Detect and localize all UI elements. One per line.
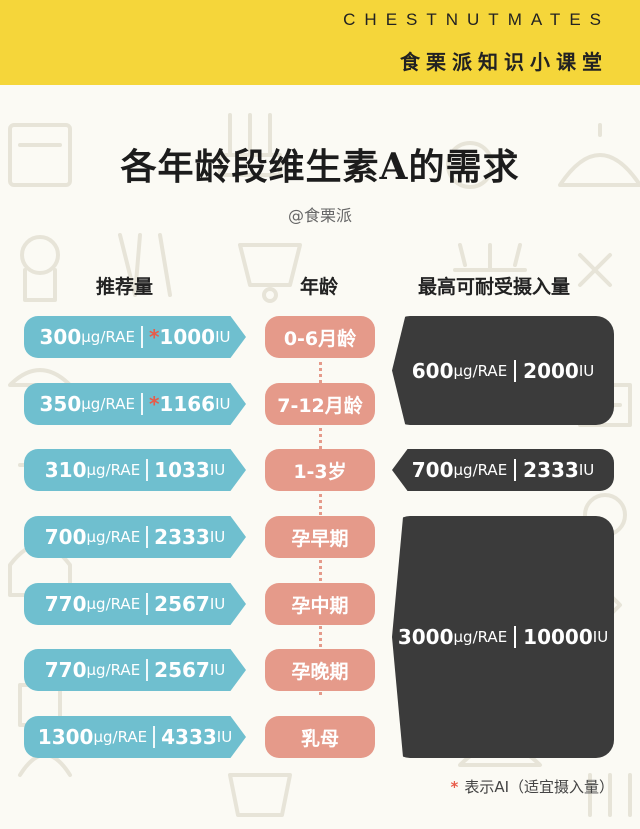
value-divider (146, 593, 149, 615)
ug-unit: μg/RAE (453, 361, 508, 380)
recommended-pill: 310 μg/RAE 1033 IU (24, 449, 246, 491)
recommended-ug-value: 310 (44, 458, 87, 482)
recommended-ug-value: 300 (39, 325, 82, 349)
iu-unit: IU (216, 728, 233, 746)
recommended-iu-value: 1033 (154, 458, 210, 482)
value-divider (153, 726, 156, 748)
value-divider (514, 459, 517, 481)
footnote-star: * (450, 778, 459, 796)
limit-ug-value: 700 (411, 458, 454, 482)
footnote: * 表示AI（适宜摄入量） (450, 776, 614, 797)
recommended-pill: 350 μg/RAE * 1166 IU (24, 383, 246, 425)
iu-unit: IU (209, 461, 226, 479)
header-banner: CHESTNUTMATES 食栗派知识小课堂 (0, 0, 640, 85)
recommended-iu-value: 1000 (159, 325, 216, 349)
recommended-iu-value: 2333 (154, 525, 210, 549)
upper-limit-box: 700 μg/RAE 2333 IU (392, 449, 614, 491)
recommended-ug-value: 700 (44, 525, 87, 549)
age-pill: 7-12月龄 (265, 383, 375, 425)
column-header-upper-limit: 最高可耐受摄入量 (418, 276, 571, 298)
ug-unit: μg/RAE (81, 328, 135, 346)
ug-unit: μg/RAE (86, 595, 141, 613)
limit-iu-value: 10000 (523, 625, 593, 649)
iu-unit: IU (578, 361, 595, 380)
iu-unit: IU (209, 595, 226, 613)
age-pill: 乳母 (265, 716, 375, 758)
value-divider (140, 393, 143, 415)
column-header-recommended: 推荐量 (96, 276, 154, 298)
column-header-age: 年龄 (300, 276, 339, 298)
brand-subtitle: 食栗派知识小课堂 (400, 50, 608, 74)
recommended-iu-value: 1166 (159, 392, 216, 416)
value-divider (514, 626, 517, 648)
ug-unit: μg/RAE (81, 395, 135, 413)
ug-unit: μg/RAE (86, 461, 141, 479)
recommended-pill: 300 μg/RAE * 1000 IU (24, 316, 246, 358)
ug-unit: μg/RAE (93, 728, 148, 746)
recommended-ug-value: 1300 (37, 725, 94, 749)
iu-unit: IU (215, 395, 231, 413)
limit-ug-value: 600 (411, 358, 454, 383)
recommended-pill: 770 μg/RAE 2567 IU (24, 583, 246, 625)
author-handle: @食栗派 (287, 206, 352, 225)
iu-unit: IU (215, 328, 231, 346)
iu-unit: IU (592, 628, 609, 646)
recommended-iu-value: 2567 (154, 592, 210, 616)
ai-star: * (148, 325, 160, 349)
limit-iu-value: 2333 (523, 458, 579, 482)
value-divider (140, 326, 143, 348)
ai-star: * (148, 392, 160, 416)
ug-unit: μg/RAE (86, 661, 141, 679)
limit-ug-value: 3000 (397, 625, 454, 649)
recommended-pill: 700 μg/RAE 2333 IU (24, 516, 246, 558)
age-pill: 0-6月龄 (265, 316, 375, 358)
recommended-ug-value: 770 (44, 592, 87, 616)
iu-unit: IU (578, 461, 595, 479)
age-pill: 孕早期 (265, 516, 375, 558)
ug-unit: μg/RAE (86, 528, 141, 546)
page-title: 各年龄段维生素A的需求 (120, 146, 520, 188)
ug-unit: μg/RAE (453, 628, 508, 646)
age-pill: 1-3岁 (265, 449, 375, 491)
upper-limit-box: 600 μg/RAE 2000 IU (392, 316, 614, 425)
value-divider (146, 526, 149, 548)
footnote-text: 表示AI（适宜摄入量） (464, 778, 614, 796)
recommended-iu-value: 4333 (161, 725, 217, 749)
recommended-pill: 770 μg/RAE 2567 IU (24, 649, 246, 691)
limit-iu-value: 2000 (523, 358, 579, 383)
recommended-ug-value: 770 (44, 658, 87, 682)
age-pill: 孕晚期 (265, 649, 375, 691)
value-divider (514, 359, 517, 382)
ug-unit: μg/RAE (453, 461, 508, 479)
brand-name: CHESTNUTMATES (343, 10, 610, 29)
recommended-ug-value: 350 (39, 392, 82, 416)
value-divider (146, 659, 149, 681)
iu-unit: IU (209, 661, 226, 679)
upper-limit-box: 3000 μg/RAE 10000 IU (392, 516, 614, 758)
age-pill: 孕中期 (265, 583, 375, 625)
value-divider (146, 459, 149, 481)
recommended-iu-value: 2567 (154, 658, 210, 682)
iu-unit: IU (209, 528, 226, 546)
recommended-pill: 1300 μg/RAE 4333 IU (24, 716, 246, 758)
